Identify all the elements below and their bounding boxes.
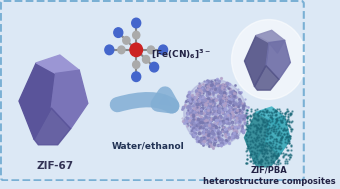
Polygon shape (255, 142, 279, 167)
Text: ZIF-67: ZIF-67 (37, 161, 74, 171)
Text: ZIF/PBA
heterostructure composites: ZIF/PBA heterostructure composites (203, 166, 335, 186)
Circle shape (133, 61, 140, 68)
Polygon shape (244, 112, 269, 163)
Circle shape (148, 46, 155, 54)
Circle shape (232, 19, 306, 99)
Polygon shape (51, 70, 88, 129)
Polygon shape (19, 63, 55, 139)
Circle shape (184, 80, 246, 147)
Polygon shape (266, 117, 290, 156)
Circle shape (132, 18, 141, 28)
Circle shape (132, 72, 141, 81)
Circle shape (105, 45, 114, 55)
Circle shape (114, 28, 123, 37)
Polygon shape (36, 55, 79, 90)
Circle shape (123, 36, 130, 44)
Polygon shape (256, 107, 285, 130)
Circle shape (118, 46, 125, 54)
Text: Water/ethanol: Water/ethanol (112, 142, 184, 151)
Polygon shape (34, 108, 71, 145)
Circle shape (142, 56, 150, 63)
Text: $\mathbf{[Fe(CN)_6]^{3-}}$: $\mathbf{[Fe(CN)_6]^{3-}}$ (151, 48, 210, 61)
Polygon shape (255, 66, 279, 90)
Polygon shape (256, 30, 285, 53)
Circle shape (130, 43, 142, 57)
Polygon shape (244, 36, 269, 86)
Circle shape (150, 62, 159, 72)
FancyArrowPatch shape (117, 94, 172, 106)
Circle shape (159, 45, 168, 55)
Polygon shape (266, 40, 290, 79)
Circle shape (133, 31, 140, 39)
